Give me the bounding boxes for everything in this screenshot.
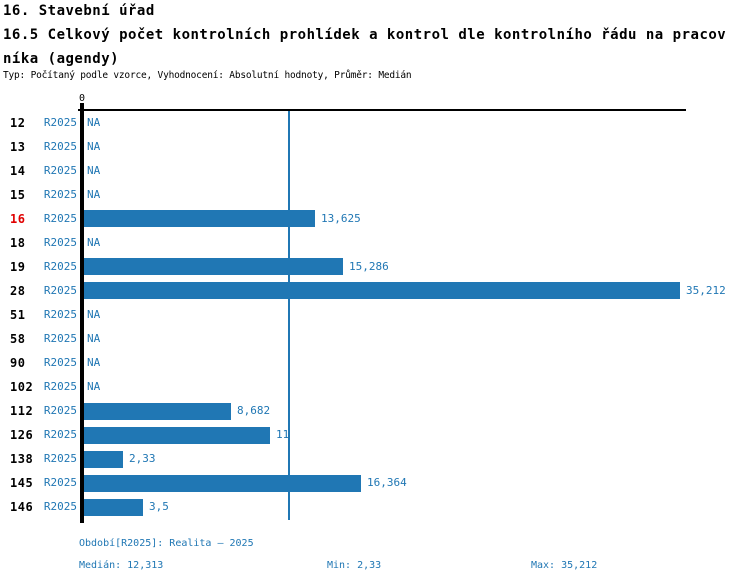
- chart-title-line1: 16.5 Celkový počet kontrolních prohlídek…: [3, 27, 727, 43]
- bar-value-label: 15,286: [349, 259, 389, 273]
- row-id-label: 51: [10, 307, 26, 322]
- row-period-label: R2025: [43, 356, 77, 369]
- chart-row: 13 R2025 NA: [0, 135, 750, 159]
- chart-row: 102 R2025 NA: [0, 375, 750, 399]
- row-period-label: R2025: [43, 380, 77, 394]
- row-id-label: 112: [10, 404, 34, 419]
- row-na-label: NA: [87, 356, 101, 369]
- row-na-label: NA: [87, 187, 101, 201]
- row-na-label: NA: [87, 115, 101, 129]
- chart-row: 112 R2025 8,682: [0, 399, 750, 423]
- max-stat: Max: 35,212: [531, 560, 598, 571]
- row-na-label: NA: [87, 139, 101, 153]
- chart-row: 19 R2025 15,286: [0, 255, 750, 279]
- bar-value-label: 13,625: [321, 211, 361, 225]
- value-bar: [84, 402, 231, 420]
- x-axis-zero-tick-label: 0: [78, 93, 86, 104]
- row-period-label: R2025: [43, 331, 77, 345]
- row-na-label: NA: [87, 307, 101, 321]
- row-period-label: R2025: [43, 235, 77, 249]
- value-bar: [84, 474, 361, 492]
- chart-row: 14 R2025 NA: [0, 159, 750, 183]
- bar-value-label: 16,364: [367, 476, 407, 490]
- row-period-label: R2025: [43, 139, 77, 153]
- chart-row: 12 R2025 NA: [0, 111, 750, 135]
- bar-value-label: 11: [276, 428, 290, 442]
- row-id-label: 15: [10, 187, 26, 202]
- row-period-label: R2025: [43, 500, 77, 514]
- row-id-label: 58: [10, 331, 26, 346]
- value-bar: [84, 498, 143, 516]
- row-id-label: 28: [10, 283, 26, 298]
- row-period-label: R2025: [43, 115, 77, 129]
- row-period-label: R2025: [43, 307, 77, 321]
- value-bar: [84, 210, 315, 228]
- y-axis-line: [80, 103, 84, 523]
- chart-row: 51 R2025 NA: [0, 303, 750, 327]
- bar-value-label: 8,682: [237, 404, 271, 418]
- chart-meta: Typ: Počítaný podle vzorce, Vyhodnocení:…: [3, 70, 412, 81]
- row-na-label: NA: [87, 380, 101, 394]
- row-period-label: R2025: [43, 163, 77, 177]
- row-period-label: R2025: [43, 211, 77, 225]
- row-id-label: 126: [10, 428, 34, 443]
- row-na-label: NA: [87, 163, 101, 177]
- row-period-label: R2025: [43, 452, 77, 466]
- bar-value-label: 2,33: [129, 452, 156, 466]
- bar-value-label: 3,5: [149, 500, 169, 514]
- row-id-label: 146: [10, 500, 34, 515]
- chart-row: 126 R2025 11: [0, 423, 750, 447]
- row-id-label: 14: [10, 163, 26, 178]
- row-period-label: R2025: [43, 187, 77, 201]
- row-id-label: 12: [10, 115, 26, 130]
- row-id-label: 90: [10, 356, 26, 370]
- page-title: 16. Stavební úřad: [3, 3, 155, 19]
- chart-row: 16 R2025 13,625: [0, 207, 750, 231]
- row-period-label: R2025: [43, 404, 77, 418]
- row-period-label: R2025: [43, 428, 77, 442]
- median-reference-line: [288, 111, 290, 520]
- value-bar: [84, 282, 680, 300]
- chart-row: 28 R2025 35,212: [0, 279, 750, 303]
- min-stat: Min: 2,33: [327, 560, 382, 571]
- value-bar: [84, 426, 270, 444]
- row-period-label: R2025: [43, 283, 77, 297]
- chart-title-line2: níka (agendy): [3, 51, 120, 67]
- row-id-label: 16: [10, 211, 26, 226]
- chart-row: 138 R2025 2,33: [0, 447, 750, 471]
- row-id-label: 145: [10, 476, 34, 491]
- row-id-label: 13: [10, 139, 26, 154]
- chart-row: 58 R2025 NA: [0, 327, 750, 351]
- row-id-label: 138: [10, 452, 34, 467]
- row-na-label: NA: [87, 235, 101, 249]
- x-axis-line: [78, 109, 686, 111]
- chart-row: 145 R2025 16,364: [0, 471, 750, 495]
- chart-row: 18 R2025 NA: [0, 231, 750, 255]
- row-na-label: NA: [87, 331, 101, 345]
- chart-row: 15 R2025 NA: [0, 183, 750, 207]
- chart-row: 146 R2025 3,5: [0, 495, 750, 519]
- row-id-label: 18: [10, 235, 26, 250]
- row-period-label: R2025: [43, 259, 77, 273]
- row-id-label: 102: [10, 380, 34, 395]
- row-period-label: R2025: [43, 476, 77, 490]
- row-id-label: 19: [10, 259, 26, 274]
- value-bar: [84, 258, 343, 276]
- period-legend: Období[R2025]: Realita – 2025: [79, 538, 254, 549]
- bar-value-label: 35,212: [686, 283, 726, 297]
- value-bar: [84, 450, 123, 468]
- median-stat: Medián: 12,313: [79, 560, 164, 571]
- chart-row: 90 R2025 NA: [0, 351, 750, 375]
